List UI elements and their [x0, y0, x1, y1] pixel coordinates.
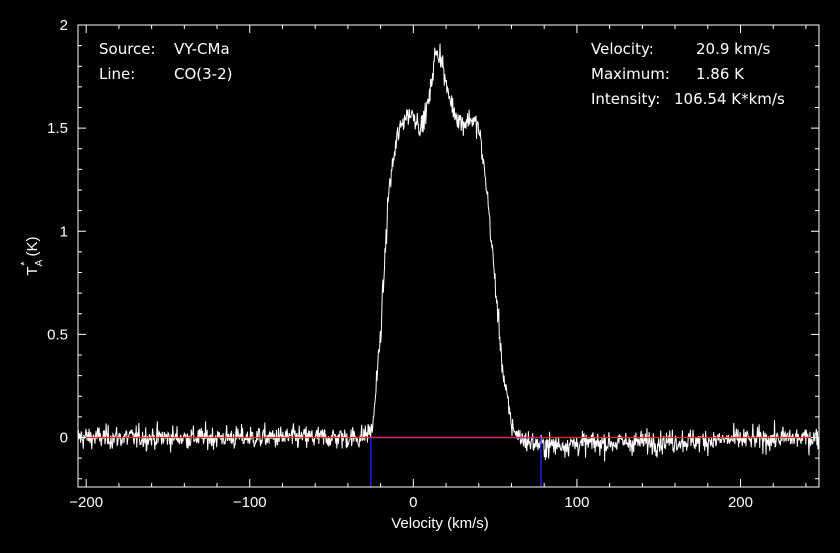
x-tick-label: 100 [564, 494, 589, 511]
svg-text:TA*(K): TA* (K) [19, 236, 45, 275]
x-tick-label: 200 [728, 494, 753, 511]
x-tick-label: −200 [69, 494, 103, 511]
y-tick-label: 1.5 [47, 120, 68, 137]
y-tick-label: 1 [60, 223, 68, 240]
velocity-value: 20.9 km/s [696, 40, 771, 58]
x-axis-label: Velocity (km/s) [391, 515, 489, 532]
y-axis-label: TA* (K) [19, 236, 45, 275]
line-value: CO(3-2) [174, 65, 233, 83]
intensity-label: Intensity: [591, 90, 661, 108]
line-label: Line: [99, 65, 136, 83]
y-tick-label: 0.5 [47, 326, 68, 343]
maximum-value: 1.86 K [696, 65, 745, 83]
y-axis-label-main: T [24, 266, 41, 275]
y-axis-label-sup: * [19, 261, 31, 266]
y-tick-label: 2 [60, 17, 68, 34]
y-tick-label: 0 [60, 430, 68, 447]
x-tick-label: −100 [233, 494, 267, 511]
spectrum-series-0 [77, 43, 820, 462]
intensity-value: 106.54 K*km/s [674, 90, 785, 108]
source-value: VY-CMa [174, 40, 230, 58]
plot-frame [77, 24, 820, 488]
y-axis-label-sub: A [34, 259, 45, 266]
source-label: Source: [99, 40, 156, 58]
maximum-label: Maximum: [591, 65, 670, 83]
velocity-label: Velocity: [591, 40, 654, 58]
y-axis-label-unit: (K) [24, 236, 41, 256]
x-tick-label: 0 [409, 494, 417, 511]
